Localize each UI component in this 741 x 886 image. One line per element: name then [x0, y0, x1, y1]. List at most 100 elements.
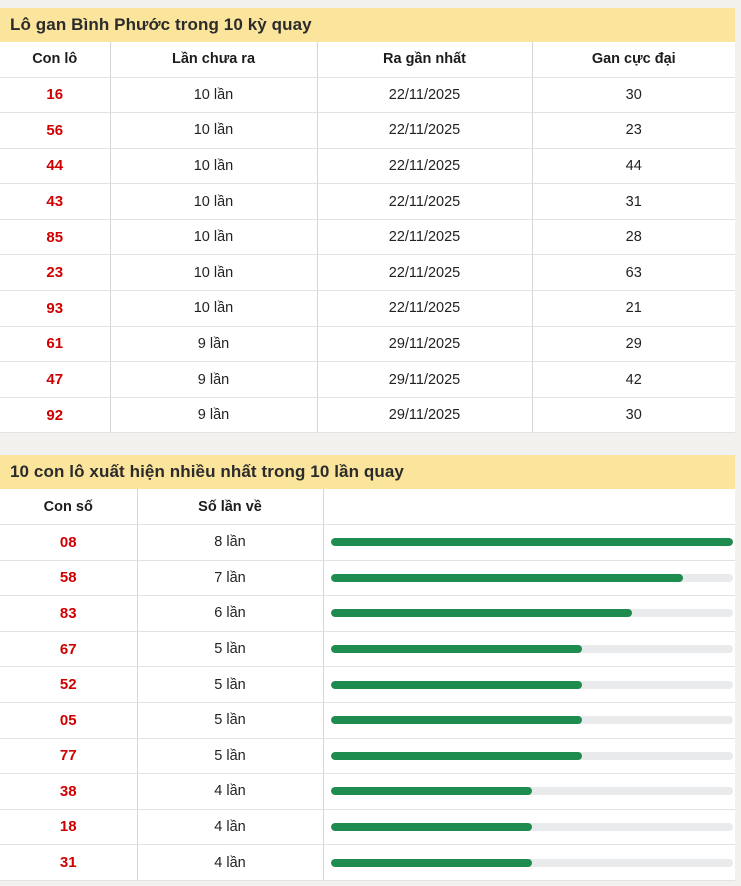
- bar-track: [330, 716, 733, 725]
- bar-fill: [330, 858, 532, 867]
- bar-fill: [330, 609, 633, 618]
- bar-fill: [330, 538, 733, 547]
- appearance-count: 7 lần: [137, 560, 324, 597]
- missed-count: 10 lần: [110, 77, 318, 114]
- frequency-bar-cell: [323, 844, 735, 881]
- gan-table-row: 23 10 lần 22/11/2025 63: [0, 254, 735, 292]
- lo-number: 47: [0, 361, 111, 398]
- bar-track: [330, 680, 733, 689]
- missed-count: 10 lần: [110, 148, 318, 185]
- bar-track: [330, 751, 733, 760]
- lo-number: 56: [0, 112, 111, 149]
- bar-fill: [330, 751, 583, 760]
- col-header-bar: [323, 489, 735, 525]
- last-seen-date: 22/11/2025: [317, 148, 533, 185]
- frequency-bar-cell: [323, 666, 735, 703]
- frequency-table-row: 67 5 lần: [0, 631, 735, 668]
- appearance-count: 4 lần: [137, 809, 324, 846]
- last-seen-date: 29/11/2025: [317, 361, 533, 398]
- top-spacer: [0, 0, 735, 8]
- lo-number: 08: [0, 524, 138, 561]
- lo-number: 05: [0, 702, 138, 739]
- bar-track: [330, 822, 733, 831]
- lo-number: 18: [0, 809, 138, 846]
- gan-table-row: 61 9 lần 29/11/2025 29: [0, 326, 735, 363]
- bar-track: [330, 858, 733, 867]
- last-seen-date: 29/11/2025: [317, 397, 533, 434]
- max-gan-value: 31: [532, 183, 735, 220]
- lo-number: 92: [0, 397, 111, 434]
- lo-number: 23: [0, 254, 111, 292]
- col-header-ra-gan-nhat: Ra gần nhất: [317, 42, 533, 78]
- col-header-con-so: Con số: [0, 489, 138, 525]
- gan-table-row: 16 10 lần 22/11/2025 30: [0, 77, 735, 114]
- missed-count: 9 lần: [110, 361, 318, 398]
- lo-number: 67: [0, 631, 138, 668]
- frequency-bar-cell: [323, 595, 735, 632]
- last-seen-date: 29/11/2025: [317, 326, 533, 363]
- frequency-table-row: 58 7 lần: [0, 560, 735, 597]
- appearance-count: 4 lần: [137, 773, 324, 810]
- max-gan-value: 23: [532, 112, 735, 149]
- frequency-table-row: 05 5 lần: [0, 702, 735, 739]
- frequency-bar-cell: [323, 631, 735, 668]
- lo-number: 52: [0, 666, 138, 703]
- max-gan-value: 28: [532, 219, 735, 256]
- frequency-table: Con số Số lần về 08 8 lần 58 7 lần 83 6 …: [0, 489, 735, 881]
- bar-track: [330, 573, 733, 582]
- bar-track: [330, 538, 733, 547]
- max-gan-value: 29: [532, 326, 735, 363]
- appearance-count: 5 lần: [137, 631, 324, 668]
- frequency-bar-cell: [323, 773, 735, 810]
- bar-fill: [330, 573, 683, 582]
- gan-table-row: 56 10 lần 22/11/2025 23: [0, 112, 735, 149]
- bar-fill: [330, 822, 532, 831]
- gan-table: Con lô Lần chưa ra Ra gần nhất Gan cực đ…: [0, 42, 735, 434]
- appearance-count: 4 lần: [137, 844, 324, 881]
- bar-fill: [330, 787, 532, 796]
- frequency-bar-cell: [323, 702, 735, 739]
- lo-number: 44: [0, 148, 111, 185]
- missed-count: 10 lần: [110, 112, 318, 149]
- lo-number: 38: [0, 773, 138, 810]
- max-gan-value: 42: [532, 361, 735, 398]
- frequency-table-row: 38 4 lần: [0, 773, 735, 810]
- frequency-bar-cell: [323, 809, 735, 846]
- missed-count: 9 lần: [110, 326, 318, 363]
- frequency-bar-cell: [323, 524, 735, 561]
- last-seen-date: 22/11/2025: [317, 77, 533, 114]
- frequency-table-row: 77 5 lần: [0, 738, 735, 775]
- gan-section-title: Lô gan Bình Phước trong 10 kỳ quay: [0, 8, 735, 42]
- lo-number: 77: [0, 738, 138, 775]
- section-gap: [0, 433, 735, 456]
- lo-number: 16: [0, 77, 111, 114]
- lo-number: 93: [0, 290, 111, 327]
- bar-fill: [330, 716, 583, 725]
- max-gan-value: 30: [532, 77, 735, 114]
- appearance-count: 6 lần: [137, 595, 324, 632]
- gan-table-row: 85 10 lần 22/11/2025 28: [0, 219, 735, 256]
- gan-table-header-row: Con lô Lần chưa ra Ra gần nhất Gan cực đ…: [0, 42, 735, 78]
- lo-number: 58: [0, 560, 138, 597]
- appearance-count: 8 lần: [137, 524, 324, 561]
- max-gan-value: 63: [532, 254, 735, 292]
- gan-table-row: 93 10 lần 22/11/2025 21: [0, 290, 735, 327]
- bar-track: [330, 645, 733, 654]
- missed-count: 10 lần: [110, 183, 318, 220]
- appearance-count: 5 lần: [137, 666, 324, 703]
- lo-number: 85: [0, 219, 111, 256]
- lo-number: 31: [0, 844, 138, 881]
- last-seen-date: 22/11/2025: [317, 254, 533, 292]
- lo-number: 83: [0, 595, 138, 632]
- max-gan-value: 30: [532, 397, 735, 434]
- col-header-so-lan-ve: Số lần về: [137, 489, 324, 525]
- col-header-gan-cuc-dai: Gan cực đại: [532, 42, 735, 78]
- bar-track: [330, 787, 733, 796]
- missed-count: 10 lần: [110, 290, 318, 327]
- frequency-section-title: 10 con lô xuất hiện nhiều nhất trong 10 …: [0, 455, 735, 490]
- gan-table-row: 44 10 lần 22/11/2025 44: [0, 148, 735, 185]
- max-gan-value: 44: [532, 148, 735, 185]
- missed-count: 9 lần: [110, 397, 318, 434]
- frequency-table-row: 31 4 lần: [0, 844, 735, 881]
